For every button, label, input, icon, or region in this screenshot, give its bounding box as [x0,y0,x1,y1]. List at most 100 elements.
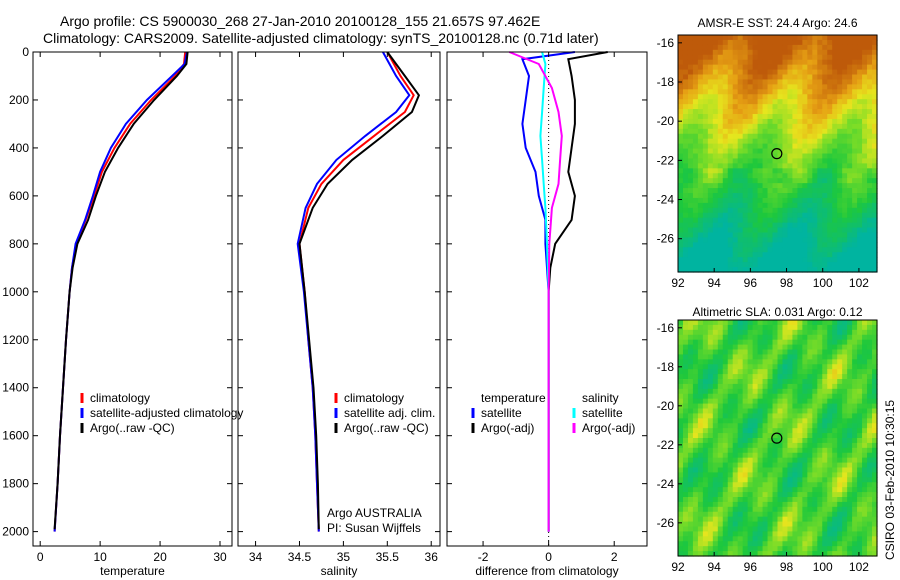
map-cell [782,247,789,253]
map-cell [792,74,798,81]
x-tick-label: 100 [813,276,833,290]
map-cell [847,354,853,360]
map-cell [767,188,774,194]
map-cell [762,423,769,429]
map-cell [792,383,798,390]
map-cell [712,247,719,253]
map-cell [862,84,868,90]
map-cell [737,138,744,145]
map-cell [772,452,779,459]
map-cell [847,44,853,51]
map-cell [682,334,689,341]
map-cell [832,457,838,464]
map-cell [832,143,838,150]
map-cell [682,44,689,51]
map-cell [712,262,719,268]
map-cell [742,59,749,66]
map-cell [692,516,699,523]
map-cell [707,329,714,336]
map-cell [727,178,734,184]
map-cell [837,44,843,51]
map-cell [727,59,734,66]
y-tick-label: -24 [657,477,675,491]
map-cell [682,128,689,135]
map-cell [678,447,684,454]
map-cell [687,413,694,419]
map-cell [817,257,823,263]
map-cell [692,133,699,140]
y-tick-label: -18 [657,75,675,89]
map-cell [742,197,749,204]
map-cell [767,374,774,380]
map-cell [802,482,808,488]
map-cell [782,99,789,105]
map-cell [832,506,838,513]
map-cell [847,457,853,464]
sst-map: AMSR-E SST: 24.4 Argo: 24.692 94 96 98 100 10… [657,16,878,290]
map-cell [867,536,873,542]
map-cell [692,74,699,81]
map-cell [867,354,873,360]
map-cell [837,123,843,130]
map-cell [797,472,803,478]
map-cell [702,462,709,469]
map-cell [752,222,759,229]
map-cell [742,344,749,351]
map-cell [777,143,784,150]
map-cell [872,452,878,459]
map-cell [717,163,724,169]
map-cell [872,526,878,533]
map-cell [712,143,719,150]
map-cell [752,334,759,341]
map-cell [757,344,764,351]
map-cell [827,383,833,390]
map-cell [732,354,739,360]
map-cell [827,193,833,199]
map-cell [852,433,858,439]
map-cell [792,69,798,76]
map-cell [678,452,684,459]
map-cell [722,267,729,273]
map-cell [837,506,843,513]
map-cell [802,59,808,66]
map-cell [712,49,719,56]
map-cell [817,35,823,41]
legend-label: climatology [344,391,404,405]
map-cell [747,242,754,248]
map-cell [787,447,794,454]
map-cell [782,354,789,360]
map-cell [732,143,739,150]
map-cell [822,497,828,503]
map-cell [757,44,764,51]
map-cell [732,349,739,356]
map-cell [737,546,744,552]
map-cell [712,354,719,360]
map-cell [707,438,714,444]
map-cell [742,242,749,248]
map-cell [702,173,709,179]
map-cell [687,109,694,115]
map-cell [687,202,694,209]
map-cell [687,227,694,234]
map-cell [762,541,769,547]
map-cell [792,84,798,90]
map-cell [712,267,719,273]
map-cell [837,393,843,400]
map-cell [827,526,833,533]
map-cell [712,133,719,140]
map-cell [747,393,754,400]
map-cell [752,104,759,110]
map-cell [787,403,794,410]
map-cell [712,89,719,95]
map-cell [692,442,699,449]
map-cell [678,257,684,263]
map-cell [727,69,734,76]
map-cell [777,118,784,125]
map-cell [847,526,853,533]
map-cell [797,168,803,174]
map-cell [752,257,759,263]
y-tick-label: 800 [9,237,29,251]
map-cell [817,551,823,557]
map-cell [702,546,709,552]
map-cell [722,69,729,76]
